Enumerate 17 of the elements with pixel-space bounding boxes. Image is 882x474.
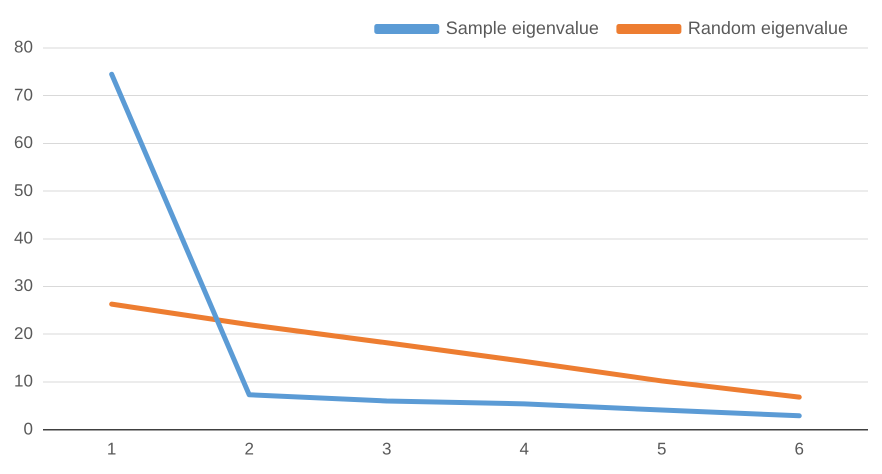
y-tick-label: 80 [14, 38, 33, 57]
x-tick-label: 1 [106, 439, 116, 458]
x-tick-label: 3 [382, 439, 392, 458]
x-tick-label: 2 [244, 439, 254, 458]
legend-label: Random eigenvalue [688, 18, 848, 38]
x-tick-label: 4 [519, 439, 529, 458]
y-tick-label: 50 [14, 180, 33, 200]
y-tick-label: 40 [14, 228, 33, 248]
y-tick-label: 10 [14, 372, 33, 391]
y-tick-label: 70 [14, 85, 33, 104]
legend-label: Sample eigenvalue [446, 18, 599, 38]
y-tick-label: 60 [14, 133, 33, 152]
y-tick-label: 20 [14, 324, 33, 343]
y-tick-label: 30 [14, 276, 33, 296]
y-tick-label: 0 [23, 419, 33, 438]
x-tick-label: 5 [656, 439, 666, 458]
x-tick-label: 6 [794, 439, 804, 458]
